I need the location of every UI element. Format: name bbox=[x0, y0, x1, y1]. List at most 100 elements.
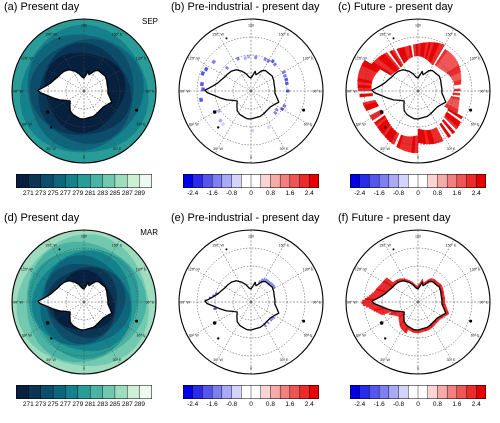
colorbar bbox=[350, 174, 486, 188]
colorbar-bin bbox=[270, 174, 280, 188]
colorbar-tick-label: 283 bbox=[97, 401, 108, 408]
polar-map: 0 30° E 60° E 90° E 120° E 150° E 180 150° W 120… bbox=[176, 16, 326, 166]
longitude-label: 30° W bbox=[213, 358, 223, 362]
longitude-label: 30° W bbox=[380, 358, 390, 362]
colorbar-labels: -2.4 -1.6 -0.8 0 0.8 1.6 2.4 bbox=[350, 190, 486, 200]
longitude-label: 0 bbox=[83, 156, 85, 160]
colorbar-tick-label: -0.8 bbox=[393, 401, 404, 408]
panel-title: (e) Pre-industrial - present day bbox=[171, 212, 320, 224]
colorbar-tick-label: 273 bbox=[35, 190, 46, 197]
longitude-label: 0 bbox=[417, 367, 419, 371]
longitude-label: 60° E bbox=[137, 334, 146, 338]
longitude-label: 60° E bbox=[471, 334, 480, 338]
colorbar-tick-label: 2.4 bbox=[305, 190, 314, 197]
panel-title: (b) Pre-industrial - present day bbox=[171, 1, 320, 13]
longitude-label: 60° E bbox=[304, 123, 313, 127]
longitude-label: 120° E bbox=[470, 268, 481, 272]
panel-d: (d) Present day MAR 0 30° E 60° E 90° E 120°… bbox=[0, 211, 166, 422]
colorbar-bin bbox=[389, 385, 399, 399]
island bbox=[213, 110, 217, 114]
colorbar-bin bbox=[222, 385, 232, 399]
longitude-label: 120° E bbox=[136, 268, 147, 272]
colorbar-tick-label: 275 bbox=[48, 401, 59, 408]
longitude-label: 90° E bbox=[313, 90, 322, 94]
anomaly-cell bbox=[254, 56, 256, 59]
colorbar-bin bbox=[41, 174, 54, 188]
colorbar-tick-label: 289 bbox=[134, 190, 145, 197]
colorbar-bin bbox=[418, 385, 428, 399]
colorbar-bin bbox=[232, 174, 242, 188]
colorbar-bin bbox=[78, 385, 91, 399]
colorbar-bin bbox=[251, 174, 261, 188]
colorbar-tick-label: 285 bbox=[109, 190, 120, 197]
colorbar-bin bbox=[28, 174, 41, 188]
anomaly-cell bbox=[200, 100, 203, 102]
colorbar-bin bbox=[290, 385, 300, 399]
colorbar-tick-label: -2.4 bbox=[354, 401, 365, 408]
colorbar-bin bbox=[53, 385, 66, 399]
longitude-label: 120° E bbox=[136, 57, 147, 61]
colorbar-bin bbox=[476, 174, 486, 188]
colorbar-tick-label: 1.6 bbox=[452, 190, 461, 197]
colorbar-bin bbox=[467, 174, 477, 188]
longitude-label: 150° E bbox=[112, 32, 123, 36]
colorbar-tick-label: 0 bbox=[249, 190, 253, 197]
island bbox=[135, 320, 138, 323]
colorbar-bin bbox=[65, 385, 78, 399]
colorbar-bin bbox=[127, 385, 140, 399]
longitude-label: 90° E bbox=[480, 90, 489, 94]
longitude-label: 30° E bbox=[113, 147, 122, 151]
colorbar-labels: 271 273 275 277 279 281 283 285 287 289 bbox=[16, 190, 152, 200]
colorbar-tick-label: -0.8 bbox=[226, 190, 237, 197]
colorbar-tick-label: 0.8 bbox=[266, 190, 275, 197]
polar-map: 0 30° E 60° E 90° E 120° E 150° E 180 150° W 120… bbox=[343, 227, 493, 377]
colorbar-tick-label: 273 bbox=[35, 401, 46, 408]
colorbar-bin bbox=[140, 174, 152, 188]
longitude-label: 30° E bbox=[113, 358, 122, 362]
colorbar-labels: -2.4 -1.6 -0.8 0 0.8 1.6 2.4 bbox=[183, 401, 319, 411]
longitude-label: 30° W bbox=[46, 358, 56, 362]
longitude-label: 90° E bbox=[480, 301, 489, 305]
colorbar-bin bbox=[447, 174, 457, 188]
panel-b: (b) Pre-industrial - present day 0 30° E6… bbox=[167, 0, 333, 211]
longitude-label: 60° W bbox=[356, 123, 366, 127]
anomaly-cell bbox=[247, 55, 248, 58]
island bbox=[225, 248, 227, 250]
colorbar-tick-label: 1.6 bbox=[285, 401, 294, 408]
island bbox=[58, 248, 60, 250]
colorbar-bin bbox=[280, 174, 290, 188]
colorbar-bin bbox=[379, 385, 389, 399]
longitude-label: 60° W bbox=[22, 334, 32, 338]
colorbar-bin bbox=[115, 174, 128, 188]
longitude-label: 0 bbox=[250, 156, 252, 160]
panel-title: (f) Future - present day bbox=[338, 212, 451, 224]
longitude-label: 120° E bbox=[303, 268, 314, 272]
panel-e: (e) Pre-industrial - present day 0 30° E6… bbox=[167, 211, 333, 422]
longitude-label: 150° E bbox=[279, 243, 290, 247]
island bbox=[469, 109, 472, 112]
colorbar-bin bbox=[115, 385, 128, 399]
colorbar-bin bbox=[232, 385, 242, 399]
colorbar-tick-label: 0 bbox=[249, 401, 253, 408]
longitude-label: 90° E bbox=[146, 90, 155, 94]
colorbar bbox=[16, 174, 152, 188]
colorbar-tick-label: 0.8 bbox=[266, 401, 275, 408]
colorbar-tick-label: -1.6 bbox=[374, 190, 385, 197]
colorbar-tick-label: -1.6 bbox=[207, 401, 218, 408]
island bbox=[392, 37, 394, 39]
longitude-label: 60° E bbox=[137, 123, 146, 127]
longitude-label: 120° W bbox=[355, 268, 367, 272]
colorbar-bin bbox=[350, 174, 360, 188]
island bbox=[50, 126, 52, 128]
colorbar-bin bbox=[399, 385, 409, 399]
colorbar-bin bbox=[183, 174, 193, 188]
longitude-label: 60° W bbox=[189, 334, 199, 338]
colorbar-tick-label: -2.4 bbox=[187, 190, 198, 197]
longitude-label: 120° W bbox=[21, 57, 33, 61]
colorbar-tick-label: 271 bbox=[23, 401, 34, 408]
longitude-label: 150° W bbox=[45, 243, 57, 247]
longitude-label: 0 bbox=[417, 156, 419, 160]
longitude-label: 180 bbox=[248, 24, 254, 28]
colorbar-bin bbox=[28, 385, 41, 399]
panel-title: (a) Present day bbox=[4, 1, 79, 13]
